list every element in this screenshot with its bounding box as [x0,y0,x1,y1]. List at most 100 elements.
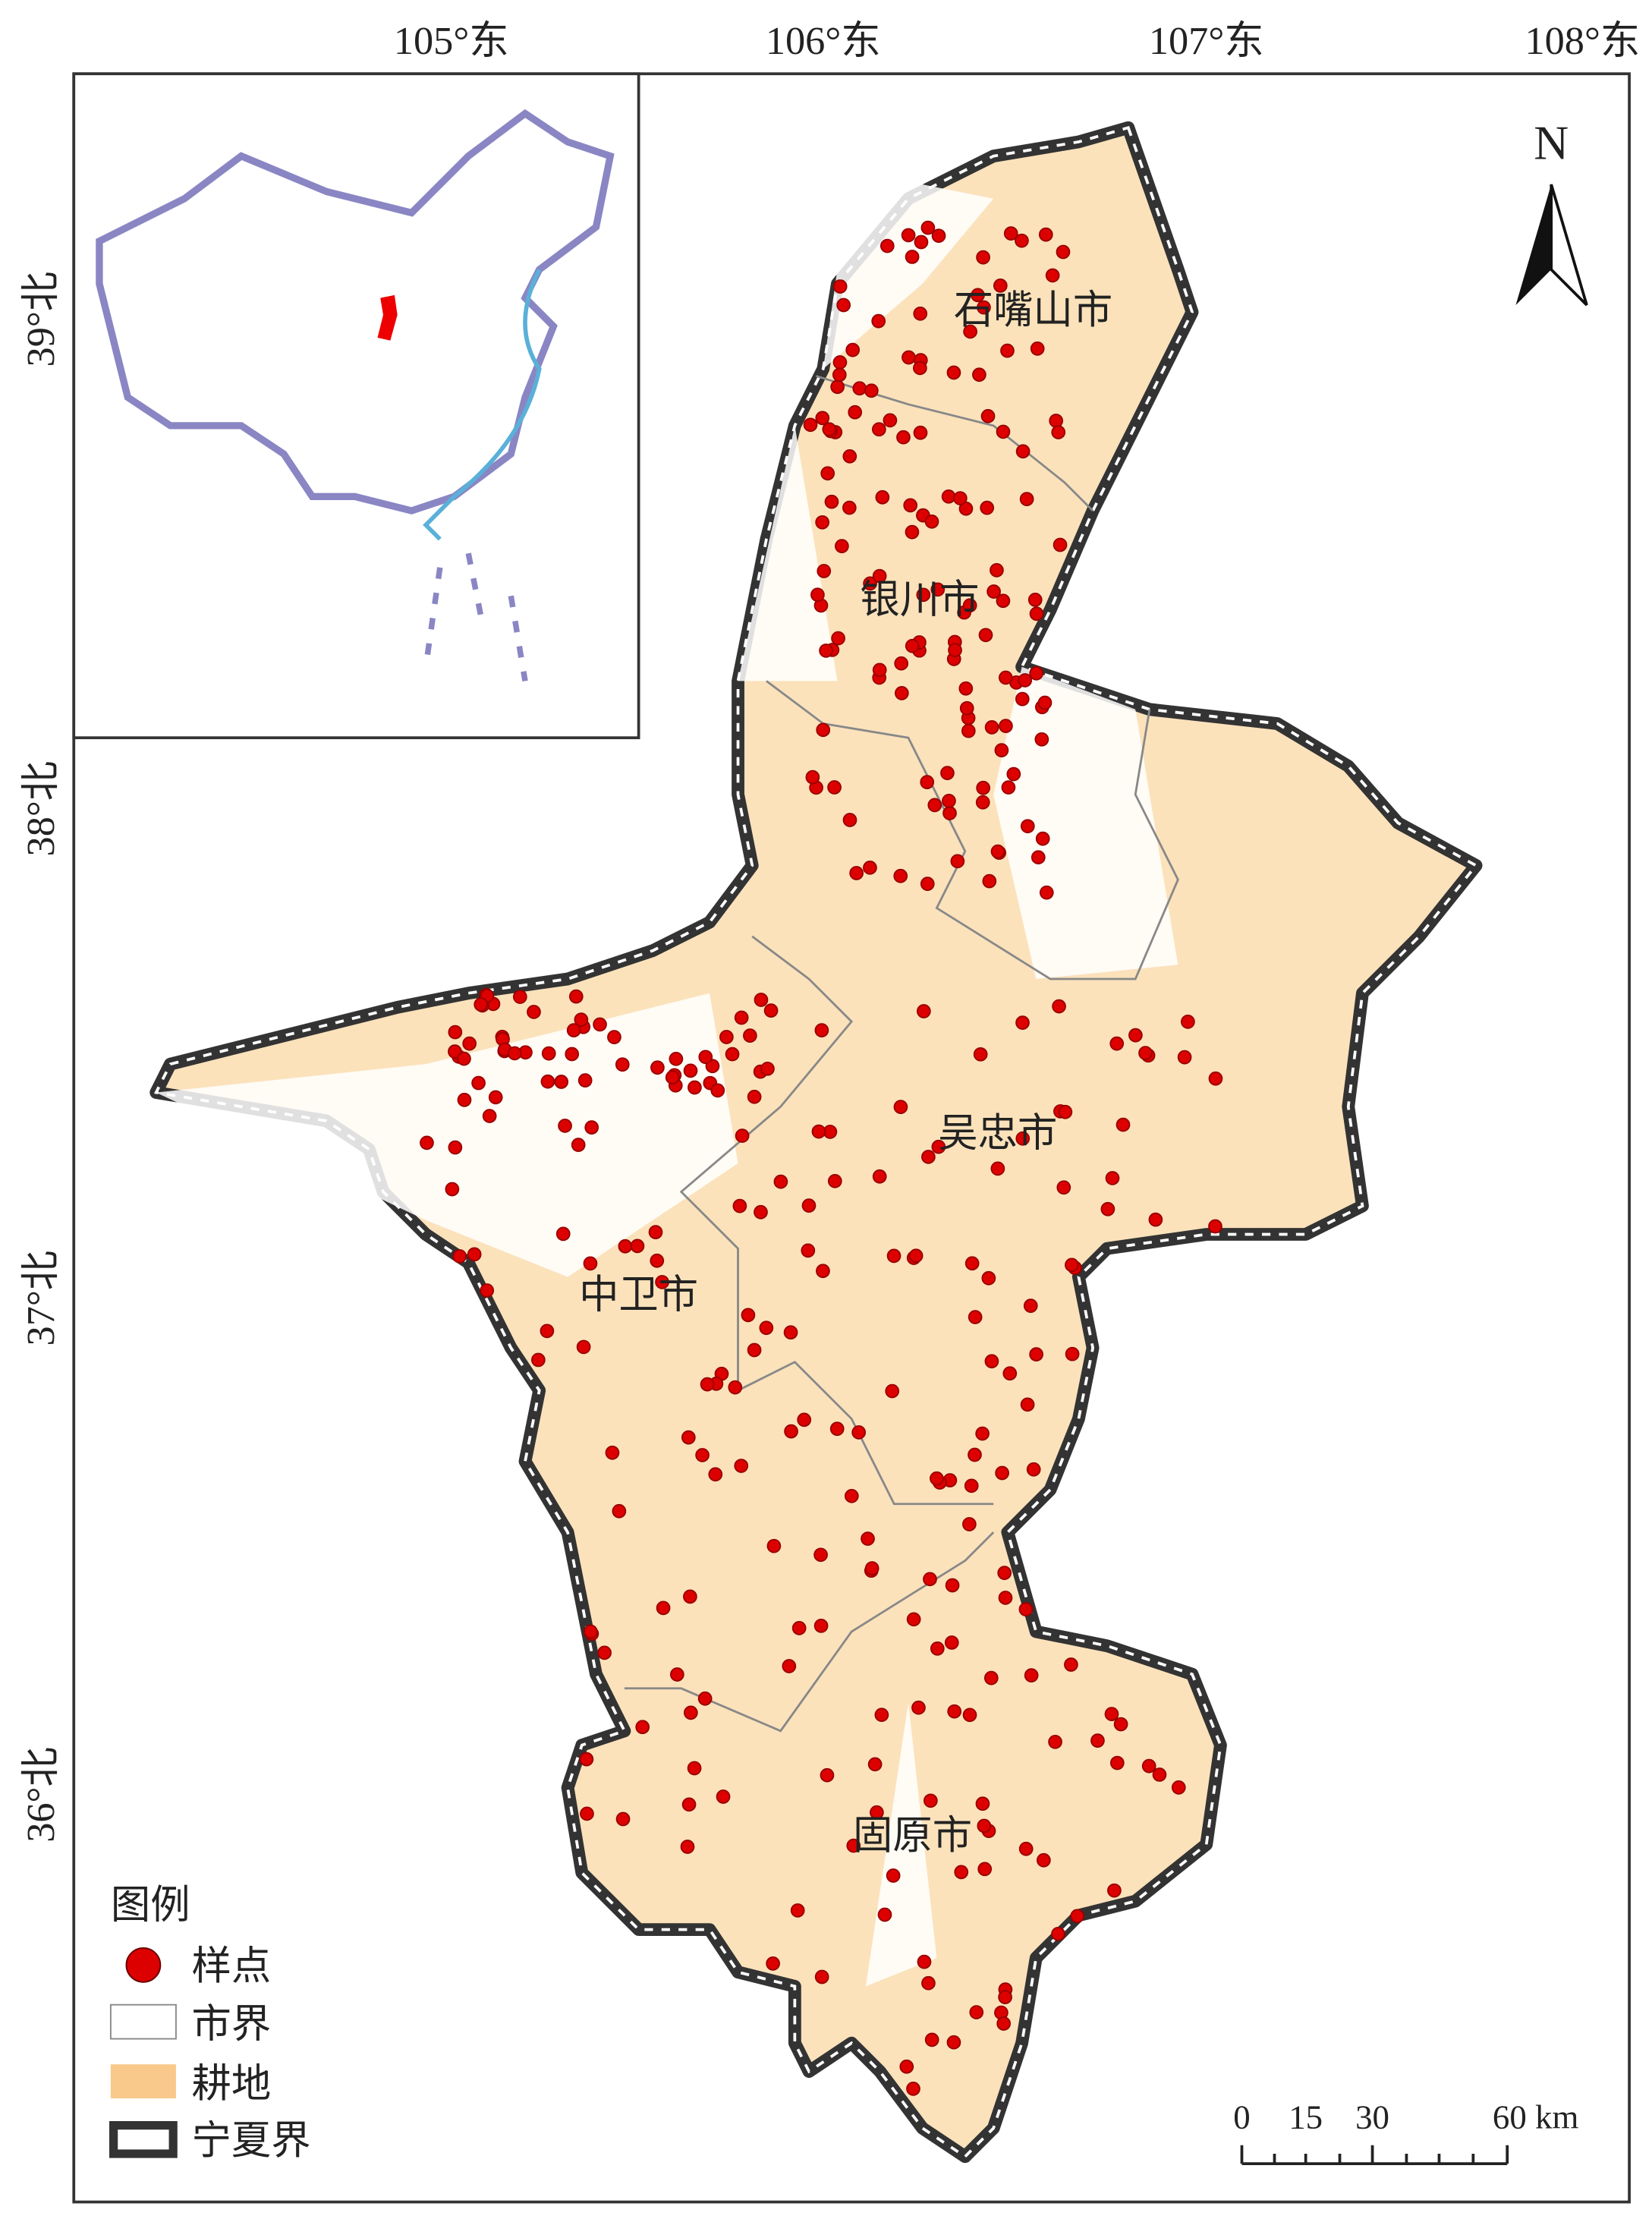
sample-point [480,1283,495,1298]
sample-point [977,300,991,315]
sample-point [747,1342,762,1358]
sample-point [981,1270,996,1286]
lat-label: 38°北 [19,761,63,857]
sample-point [735,1128,750,1143]
sample-point [1037,695,1053,710]
sample-point [930,582,946,597]
sample-point [1070,1909,1085,1924]
sample-point [921,1150,936,1164]
sample-point [565,1047,580,1062]
scale-bar: 0 15 30 60 km [1233,2098,1578,2165]
sample-point [760,1061,775,1076]
city-boundary [815,375,1094,512]
sample-point [607,1030,621,1044]
sample-point [990,844,1005,859]
sample-point [1018,1602,1034,1616]
sample-point [583,1256,598,1271]
sample-point [971,288,985,303]
sample-point [747,1089,762,1104]
sample-point [741,1308,756,1323]
sample-point [906,1612,921,1627]
sample-point [1115,1117,1131,1132]
sample-point [783,1325,798,1340]
sample-point [1031,850,1046,865]
sample-point [554,1075,569,1089]
sample-point [964,1256,980,1271]
sample-point [710,1083,725,1098]
sample-point [1053,537,1068,552]
sample-point [976,780,991,795]
legend-label: 市界 [191,2003,271,2047]
sample-point [998,1990,1012,2004]
sample-point [1020,1397,1035,1412]
sample-point [1100,1201,1115,1217]
sample-point [1051,425,1066,439]
sample-point [819,644,833,658]
sample-point [1109,1036,1125,1051]
sample-point [1105,1171,1120,1185]
sample-point [811,1124,826,1139]
sample-point [766,1538,782,1553]
sample-point [1056,244,1071,260]
sample-point [930,1471,944,1486]
sample-point [973,1047,988,1062]
sample-point [816,1264,830,1279]
sample-point [782,1659,797,1673]
sample-point [474,997,489,1012]
sample-point [924,514,939,529]
sample-point [824,494,839,509]
sample-point [1045,268,1060,283]
sample-point [996,593,1011,609]
sample-point [905,524,920,540]
sample-point [566,1023,581,1037]
sample-point [732,1198,747,1213]
sample-point [1090,1733,1105,1748]
sample-point [1048,1734,1062,1749]
sample-point [797,1412,812,1427]
sample-point [773,1174,788,1189]
sample-point [913,360,927,376]
sample-point [835,539,849,553]
sample-point [810,587,825,603]
sample-point [1052,999,1066,1014]
lon-label: 107°东 [1149,19,1264,63]
lon-label: 108°东 [1525,19,1640,63]
lon-label: 106°东 [766,19,881,63]
city-label: 中卫市 [579,1273,698,1317]
sample-point [1029,666,1043,681]
sample-point [1001,780,1016,795]
region: 石嘴山市 银川市 吴忠市 中卫市 固原市 [149,121,1483,2164]
sample-point [650,1060,665,1075]
sample-point [962,1708,977,1723]
sample-point [969,2005,984,2019]
city-boundaries [624,375,1179,1733]
sample-point [754,993,769,1007]
scale-label: 30 [1355,2098,1389,2136]
sample-point [946,365,961,380]
sample-point [962,1517,977,1531]
sample-point [842,500,857,515]
sample-point [978,628,993,643]
sample-point [734,1010,749,1025]
sample-point [669,1051,684,1066]
sample-point [728,1380,743,1395]
sample-point [801,1243,816,1258]
city-boundary [679,935,994,1506]
sample-point [743,1028,757,1043]
sample-point [982,873,997,889]
sample-point [1037,1852,1051,1868]
sample-point [893,1100,908,1114]
sample-point [507,1046,522,1061]
sample-point [822,422,837,437]
city-label: 银川市 [860,578,979,622]
sample-point [445,1182,460,1197]
sample-point [681,1430,696,1445]
sample-point [961,723,976,738]
sample-point [896,430,911,445]
sample-point [903,498,918,513]
sample-point [605,1445,620,1460]
sample-point [872,422,886,437]
sample-point [864,1561,879,1575]
sample-point [488,1090,503,1105]
sample-point [457,1051,471,1066]
